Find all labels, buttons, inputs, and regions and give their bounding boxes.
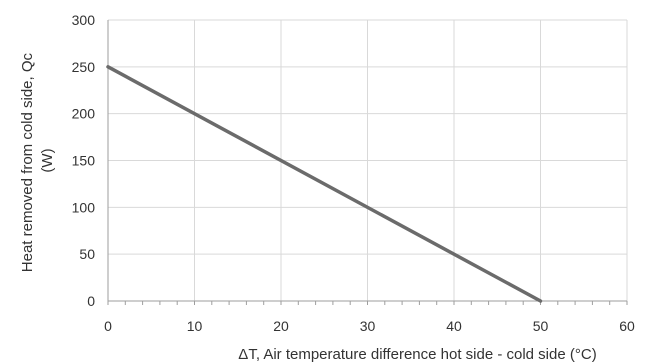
y-tick-label: 0 [87,293,95,309]
y-tick-label: 250 [72,59,96,75]
y-axis-title: Heat removed from cold side, Qc (W) [19,49,56,272]
y-tick-label: 150 [72,153,96,169]
x-tick-label: 40 [446,318,462,334]
x-tick-label: 10 [187,318,203,334]
x-tick-label: 50 [533,318,549,334]
x-tick-label: 60 [619,318,635,334]
y-tick-label: 300 [72,12,96,28]
y-axis-title-line-2: (W) [39,148,56,172]
series-line [106,65,543,303]
series-layer [106,65,543,303]
tick-labels: 0 10 20 30 40 50 60 0 50 100 150 200 250 300 [72,12,635,334]
y-axis-title-line-1: Heat removed from cold side, Qc [19,52,36,272]
y-tick-label: 50 [79,246,95,262]
x-tick-label: 20 [273,318,289,334]
x-tick-label: 0 [104,318,112,334]
y-tick-label: 200 [72,106,96,122]
x-axis-title: ΔT, Air temperature difference hot side … [238,346,596,363]
y-tick-label: 100 [72,199,96,215]
x-tick-label: 30 [360,318,376,334]
grid-layer [108,19,628,301]
